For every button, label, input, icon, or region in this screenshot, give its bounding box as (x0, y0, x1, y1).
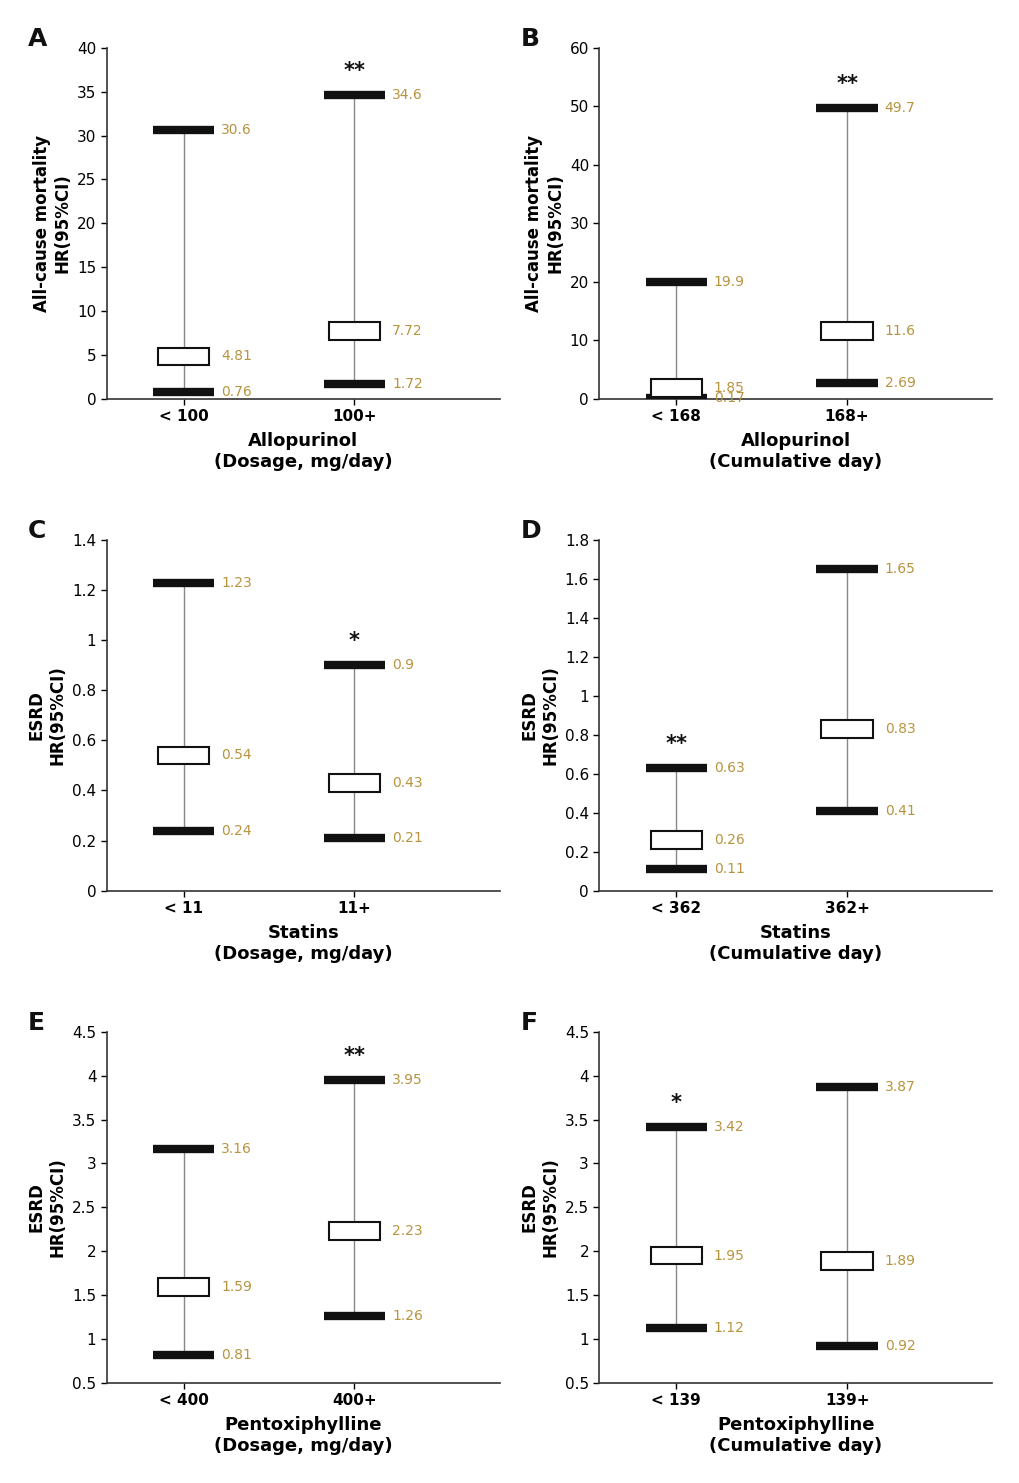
Text: 0.26: 0.26 (713, 833, 744, 847)
Bar (820, 322, 872, 340)
Text: 3.16: 3.16 (221, 1142, 252, 1157)
Bar (328, 774, 380, 792)
Y-axis label: ESRD
HR(95%CI): ESRD HR(95%CI) (28, 666, 66, 765)
Text: 1.89: 1.89 (883, 1253, 915, 1268)
Text: B: B (521, 27, 539, 50)
Text: 0.43: 0.43 (391, 776, 422, 790)
Bar (650, 380, 701, 396)
Y-axis label: ESRD
HR(95%CI): ESRD HR(95%CI) (28, 1157, 66, 1258)
Text: 0.17: 0.17 (713, 390, 744, 405)
Text: **: ** (343, 1046, 365, 1066)
Text: 0.41: 0.41 (883, 804, 914, 817)
Text: 30.6: 30.6 (221, 123, 252, 138)
Bar (820, 1252, 872, 1269)
Text: 1.72: 1.72 (391, 377, 422, 390)
Bar (158, 1278, 209, 1296)
Text: F: F (521, 1011, 537, 1035)
X-axis label: Statins
(Cumulative day): Statins (Cumulative day) (708, 924, 881, 962)
Text: **: ** (836, 74, 857, 93)
Text: E: E (29, 1011, 45, 1035)
Bar (650, 1247, 701, 1265)
Y-axis label: ESRD
HR(95%CI): ESRD HR(95%CI) (520, 666, 558, 765)
Text: **: ** (343, 61, 365, 82)
Text: 1.26: 1.26 (391, 1309, 423, 1323)
Text: 1.85: 1.85 (713, 381, 744, 394)
Text: 1.12: 1.12 (713, 1321, 744, 1335)
Bar (820, 721, 872, 737)
Text: *: * (348, 632, 360, 651)
Text: C: C (29, 519, 47, 543)
Text: A: A (29, 27, 48, 50)
Text: 0.21: 0.21 (391, 830, 422, 845)
Text: 34.6: 34.6 (391, 89, 422, 102)
Text: 19.9: 19.9 (713, 276, 744, 289)
Text: 0.24: 0.24 (221, 823, 252, 838)
Text: 3.42: 3.42 (713, 1120, 744, 1133)
Text: 0.76: 0.76 (221, 386, 252, 399)
Text: 0.83: 0.83 (883, 722, 914, 736)
X-axis label: Pentoxiphylline
(Dosage, mg/day): Pentoxiphylline (Dosage, mg/day) (214, 1416, 392, 1455)
X-axis label: Pentoxiphylline
(Cumulative day): Pentoxiphylline (Cumulative day) (708, 1416, 881, 1455)
Text: 0.11: 0.11 (713, 862, 744, 876)
Y-axis label: All-cause mortality
HR(95%CI): All-cause mortality HR(95%CI) (525, 135, 564, 311)
Text: 0.63: 0.63 (713, 761, 744, 776)
Text: 2.69: 2.69 (883, 375, 915, 390)
Y-axis label: All-cause mortality
HR(95%CI): All-cause mortality HR(95%CI) (33, 135, 71, 311)
Text: 2.23: 2.23 (391, 1223, 422, 1238)
Text: 7.72: 7.72 (391, 323, 422, 338)
X-axis label: Allopurinol
(Cumulative day): Allopurinol (Cumulative day) (708, 433, 881, 472)
Text: *: * (671, 1093, 681, 1112)
X-axis label: Allopurinol
(Dosage, mg/day): Allopurinol (Dosage, mg/day) (214, 433, 392, 472)
Text: 0.81: 0.81 (221, 1348, 252, 1363)
X-axis label: Statins
(Dosage, mg/day): Statins (Dosage, mg/day) (214, 924, 392, 962)
Text: 11.6: 11.6 (883, 323, 915, 338)
Text: **: ** (664, 734, 687, 753)
Text: 3.87: 3.87 (883, 1080, 914, 1094)
Bar (328, 1222, 380, 1240)
Bar (158, 746, 209, 764)
Text: 0.92: 0.92 (883, 1339, 914, 1352)
Text: 1.65: 1.65 (883, 562, 915, 577)
Bar (158, 347, 209, 365)
Text: 3.95: 3.95 (391, 1074, 422, 1087)
Text: 1.59: 1.59 (221, 1280, 252, 1295)
Text: 0.9: 0.9 (391, 658, 414, 672)
Bar (328, 322, 380, 340)
Text: D: D (521, 519, 541, 543)
Text: 1.95: 1.95 (713, 1249, 744, 1262)
Bar (650, 832, 701, 848)
Y-axis label: ESRD
HR(95%CI): ESRD HR(95%CI) (520, 1157, 558, 1258)
Text: 1.23: 1.23 (221, 575, 252, 590)
Text: 0.54: 0.54 (221, 749, 252, 762)
Text: 49.7: 49.7 (883, 101, 914, 116)
Text: 4.81: 4.81 (221, 350, 252, 363)
